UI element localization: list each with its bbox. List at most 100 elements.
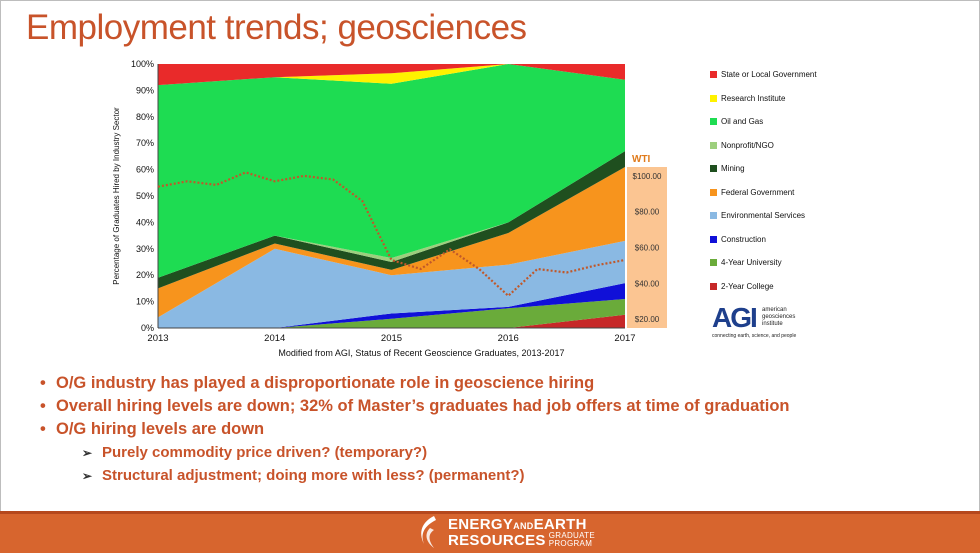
y-tick-label: 20% — [136, 270, 154, 280]
y-tick-label: 0% — [141, 323, 154, 333]
legend-label: Oil and Gas — [721, 117, 764, 126]
bullet-item: • Overall hiring levels are down; 32% of … — [40, 397, 790, 416]
sub-bullet-item: ➢ Purely commodity price driven? (tempora… — [82, 444, 427, 461]
legend-item-2-year-college: 2-Year College — [710, 282, 774, 296]
bullet-item: • O/G industry has played a disproportion… — [40, 374, 594, 393]
x-tick-label: 2017 — [614, 333, 635, 344]
y-axis-label: Percentage of Graduates Hired by Industr… — [112, 107, 121, 285]
footer-word-resources: RESOURCES — [448, 532, 546, 549]
legend-swatch — [710, 71, 717, 79]
x-tick-label: 2016 — [498, 333, 519, 344]
arrow-icon: ➢ — [82, 446, 93, 460]
legend-item-environmental-services: Environmental Services — [710, 211, 805, 225]
footer-word-earth: EARTH — [533, 516, 587, 533]
legend-label: Nonprofit/NGO — [721, 140, 774, 150]
legend-swatch — [710, 118, 717, 126]
x-tick-label: 2013 — [147, 333, 168, 344]
legend-label: 4-Year University — [721, 258, 782, 267]
bullet-dot: • — [40, 397, 46, 415]
wti-tick-label: $20.00 — [635, 315, 660, 324]
legend-label: Research Institute — [721, 93, 786, 103]
x-tick-label: 2014 — [264, 333, 285, 344]
legend-label: 2-Year College — [721, 281, 774, 291]
footer-stripe — [0, 511, 980, 514]
area-2-year-college — [158, 314, 625, 328]
y-tick-label: 60% — [136, 165, 154, 175]
chart-areas — [158, 64, 625, 328]
legend-swatch — [710, 188, 717, 196]
area-research-institute — [158, 64, 625, 86]
legend-label: Mining — [721, 164, 745, 173]
bullet-text: Overall hiring levels are down; 32% of M… — [56, 397, 790, 415]
legend-item-construction: Construction — [710, 235, 766, 249]
area-oil-and-gas — [158, 64, 625, 278]
y-tick-label: 10% — [136, 297, 154, 307]
legend-item-nonprofit-ngo: Nonprofit/NGO — [710, 141, 774, 155]
wti-line — [157, 171, 626, 297]
agi-logo: AGI american geosciences institute conne… — [712, 302, 812, 340]
legend-swatch — [710, 235, 717, 243]
y-tick-label: 40% — [136, 217, 154, 227]
x-tick-label: 2015 — [381, 333, 402, 344]
agi-name-line3: institute — [762, 321, 783, 327]
legend-item-federal-government: Federal Government — [710, 188, 794, 202]
swoosh-icon — [421, 516, 436, 548]
legend-item-mining: Mining — [710, 164, 745, 178]
legend-label: Environmental Services — [721, 211, 806, 220]
footer-word-and: AND — [513, 521, 534, 531]
footer-word-energy: ENERGY — [448, 516, 514, 533]
wti-label: WTI — [632, 154, 651, 165]
legend-label: Federal Government — [721, 187, 795, 197]
employment-chart: WTI $100.00 $80.00 $60.00 $40.00 $20.00 0% 10%… — [112, 59, 667, 358]
legend-swatch — [710, 141, 717, 149]
wti-tick-label: $60.00 — [635, 244, 660, 253]
legend-label: Construction — [721, 234, 766, 244]
area-construction — [158, 283, 625, 328]
area-federal-government — [158, 167, 625, 318]
footer-logo: ENERGYANDEARTH RESOURCES GRADUATE PROGRAM — [412, 513, 612, 551]
legend-item-4-year-university: 4-Year University — [710, 258, 782, 272]
chart-labels: 0% 10% 20% 30% 40% 50% 60% 70% 80% 90% 100% 2013 201… — [112, 59, 636, 358]
legend-item-state-or-local-government: State or Local Government — [710, 70, 817, 84]
bullet-dot: • — [40, 374, 46, 392]
y-tick-label: 90% — [136, 85, 154, 95]
agi-logo-name: american geosciences institute — [762, 307, 806, 328]
legend-swatch — [710, 165, 717, 173]
wti-tick-label: $80.00 — [635, 208, 660, 217]
y-tick-label: 100% — [131, 59, 154, 69]
arrow-icon: ➢ — [82, 469, 93, 483]
legend-item-oil-and-gas: Oil and Gas — [710, 117, 763, 131]
footer-line1: ENERGYANDEARTH — [448, 516, 587, 533]
agi-logo-letters: AGI — [712, 302, 758, 333]
sub-bullet-item: ➢ Structural adjustment; doing more with … — [82, 467, 525, 484]
legend-swatch — [710, 94, 717, 102]
legend-swatch — [710, 212, 717, 220]
wti-band: WTI $100.00 $80.00 $60.00 $40.00 $20.00 — [627, 154, 667, 328]
sub-bullet-text: Purely commodity price driven? (temporar… — [102, 444, 428, 461]
legend-item-research-institute: Research Institute — [710, 94, 785, 108]
footer-word-program: PROGRAM — [548, 539, 593, 548]
y-tick-label: 80% — [136, 112, 154, 122]
area-mining — [158, 151, 625, 289]
footer-graduate-program: GRADUATE PROGRAM — [549, 532, 595, 548]
wti-axis-band — [627, 167, 667, 328]
bullet-text: O/G industry has played a disproportiona… — [56, 374, 595, 392]
bullet-text: O/G hiring levels are down — [56, 420, 265, 438]
legend-swatch — [710, 259, 717, 267]
area-4-year-university — [158, 299, 625, 328]
y-tick-label: 50% — [136, 191, 154, 201]
agi-tagline: connecting earth, science, and people — [712, 333, 797, 339]
legend-label: State or Local Government — [721, 70, 817, 79]
y-tick-label: 70% — [136, 138, 154, 148]
wti-tick-label: $40.00 — [635, 279, 660, 288]
area-state-or-local-government — [158, 64, 625, 86]
bullet-dot: • — [40, 420, 46, 438]
sub-bullet-text: Structural adjustment; doing more with l… — [102, 467, 525, 484]
area-environmental-services — [158, 240, 625, 328]
agi-name-line1: american — [762, 307, 787, 313]
footer-line2: RESOURCES GRADUATE PROGRAM — [448, 532, 595, 550]
chart-caption: Modified from AGI, Status of Recent Geos… — [278, 348, 564, 358]
chart-axes — [157, 64, 625, 329]
wti-price-line — [157, 171, 626, 297]
wti-tick-label: $100.00 — [633, 172, 662, 181]
